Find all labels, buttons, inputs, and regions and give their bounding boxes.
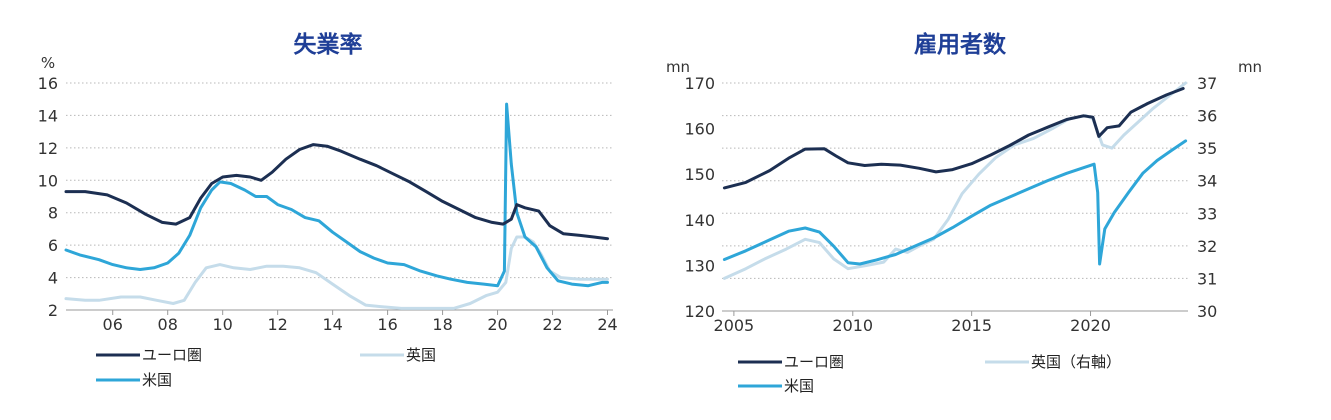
legend-label: 英国	[406, 346, 436, 364]
series-line-series	[722, 81, 1188, 280]
x-tick-label: 2020	[1070, 316, 1111, 335]
y-tick-label: 140	[684, 211, 715, 230]
y-tick-label: 10	[38, 171, 58, 190]
legend-label: ユーロ圏	[784, 353, 844, 371]
legend: ユーロ圏 英国（右軸） 米国	[738, 353, 1121, 395]
legend-label: ユーロ圏	[142, 346, 202, 364]
x-tick-label: 24	[597, 315, 617, 334]
x-tick-label: 10	[212, 315, 232, 334]
y-axis-left-ticks: 120 130 140 150 160 170	[684, 74, 715, 321]
y-tick-label: 4	[48, 269, 58, 288]
grid	[722, 82, 1188, 312]
y-tick-label: 12	[38, 139, 58, 158]
y-right-tick-label: 30	[1197, 302, 1217, 321]
legend-label: 米国	[784, 377, 814, 395]
y-tick-label: 160	[684, 120, 715, 139]
y-tick-label: 150	[684, 165, 715, 184]
series-line-series	[722, 139, 1188, 266]
x-tick-label: 2010	[832, 316, 873, 335]
series-line-series	[64, 235, 609, 310]
x-tick-label: 16	[377, 315, 397, 334]
series-line-series	[64, 143, 609, 241]
y-tick-label: 2	[48, 301, 58, 320]
x-tick-label: 08	[158, 315, 178, 334]
y-right-tick-label: 36	[1197, 107, 1217, 126]
y-tick-label: 14	[38, 106, 58, 125]
series-line-series	[722, 87, 1185, 190]
y-tick-label: 8	[48, 204, 58, 223]
series-lines	[64, 102, 609, 310]
y-tick-label: 170	[684, 74, 715, 93]
y-right-tick-label: 31	[1197, 269, 1217, 288]
employment-chart: 雇用者数 mn mn 120 130 140 150 160 170 30 31 32 33 34…	[666, 31, 1262, 395]
y-right-tick-label: 34	[1197, 172, 1217, 191]
x-tick-label: 06	[103, 315, 123, 334]
legend-label: 米国	[142, 371, 172, 389]
y-right-tick-label: 33	[1197, 204, 1217, 223]
y-axis-unit: %	[41, 54, 55, 72]
x-tick-label: 20	[487, 315, 507, 334]
y-tick-label: 120	[684, 302, 715, 321]
y-tick-label: 16	[38, 74, 58, 93]
x-tick-label: 2005	[714, 316, 755, 335]
y-right-tick-label: 32	[1197, 237, 1217, 256]
legend-label: 英国（右軸）	[1031, 353, 1121, 371]
y-right-tick-label: 35	[1197, 139, 1217, 158]
y-tick-label: 6	[48, 236, 58, 255]
x-axis-ticks: 2005 2010 2015 2020	[714, 311, 1111, 335]
chart-title: 雇用者数	[914, 31, 1007, 58]
y-tick-label: 130	[684, 256, 715, 275]
y-axis-right-ticks: 30 31 32 33 34 35 36 37	[1197, 74, 1217, 321]
grid	[66, 82, 613, 311]
series-line-series	[64, 102, 609, 288]
x-tick-label: 2015	[951, 316, 992, 335]
series-lines	[722, 81, 1188, 280]
x-tick-label: 18	[432, 315, 452, 334]
x-tick-label: 22	[542, 315, 562, 334]
x-axis-ticks: 06 08 10 12 14 16 18 20 22 24	[103, 310, 618, 334]
chart-title: 失業率	[294, 31, 363, 58]
x-tick-label: 12	[267, 315, 287, 334]
y-axis-right-unit: mn	[1238, 58, 1262, 76]
y-axis-ticks: 2 4 6 8 10 12 14 16	[38, 74, 58, 320]
y-axis-left-unit: mn	[666, 58, 690, 76]
y-right-tick-label: 37	[1197, 74, 1217, 93]
x-tick-label: 14	[322, 315, 342, 334]
